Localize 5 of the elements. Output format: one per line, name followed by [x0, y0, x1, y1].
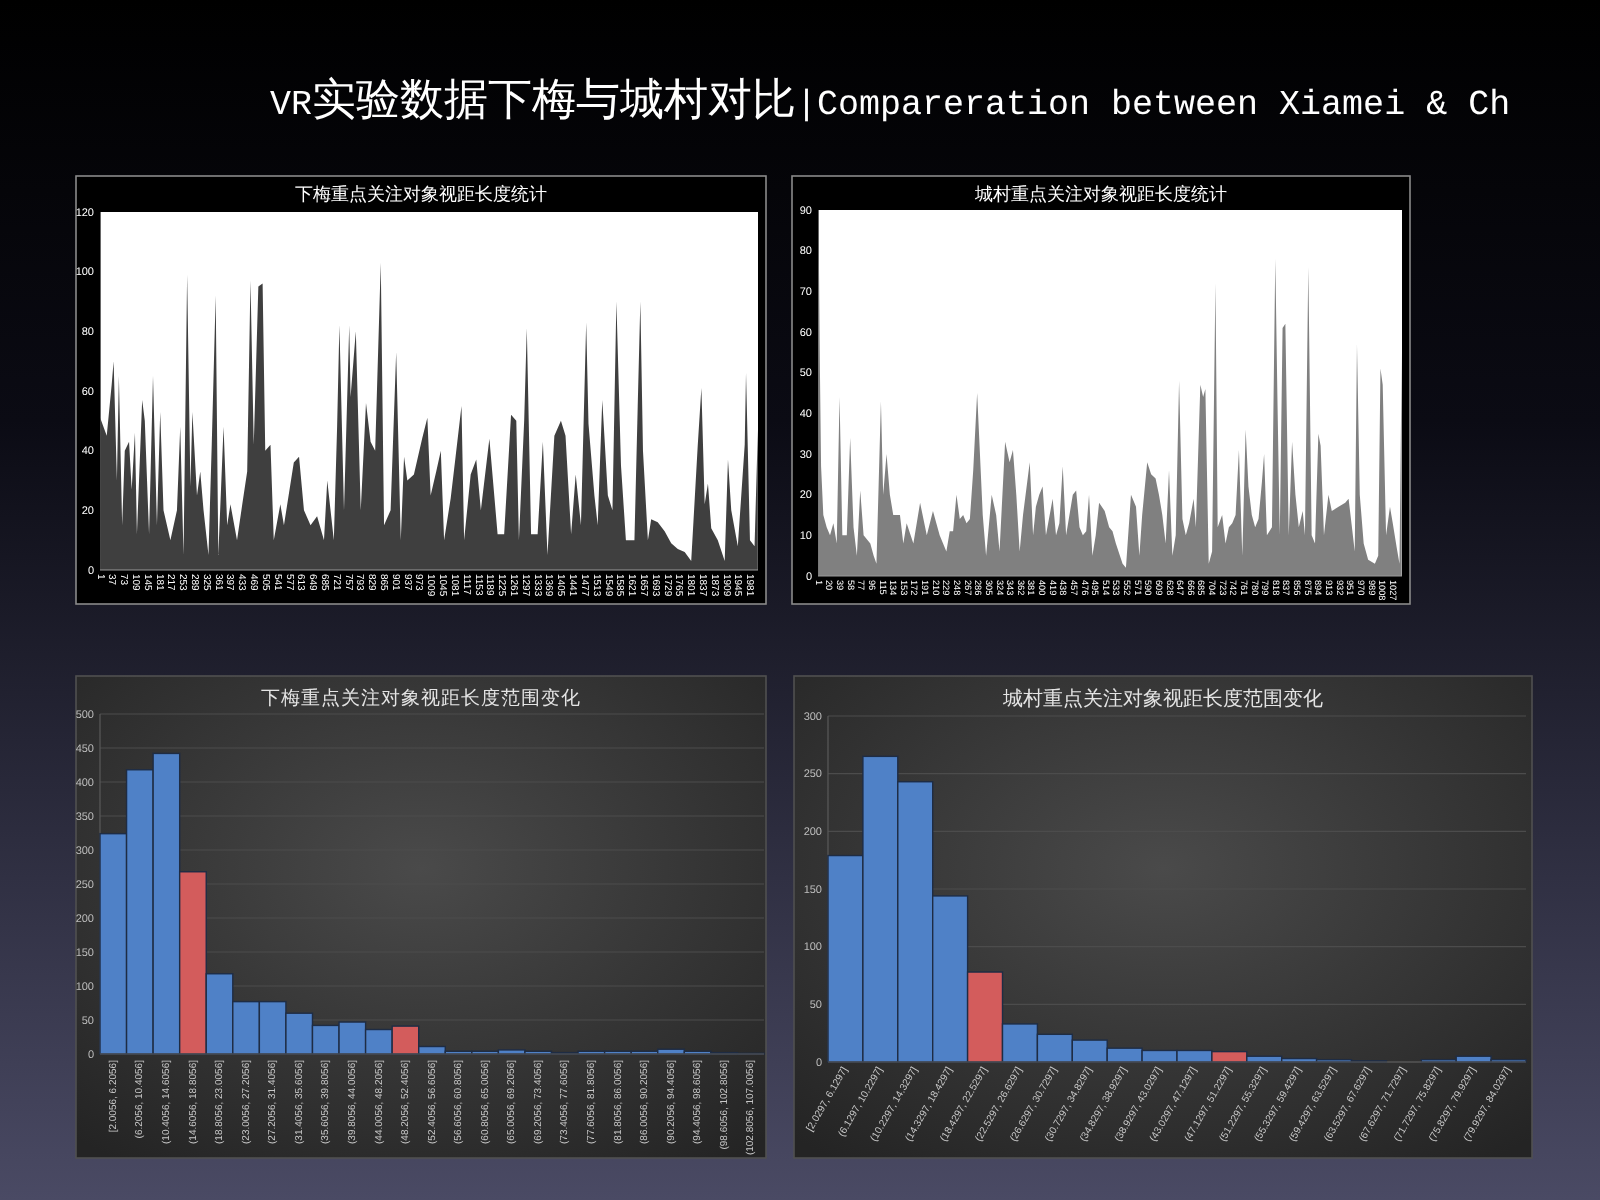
chart-title: 下梅重点关注对象视距长度范围变化 — [261, 686, 581, 711]
chart-title: 城村重点关注对象视距长度统计 — [973, 184, 1227, 205]
chart-title: 下梅重点关注对象视距长度统计 — [295, 184, 547, 205]
chart-title: 城村重点关注对象视距长度范围变化 — [1001, 686, 1323, 711]
text: VR实验数据下梅与城村对比|Compareration between Xiamei & Ch — [270, 74, 1511, 126]
